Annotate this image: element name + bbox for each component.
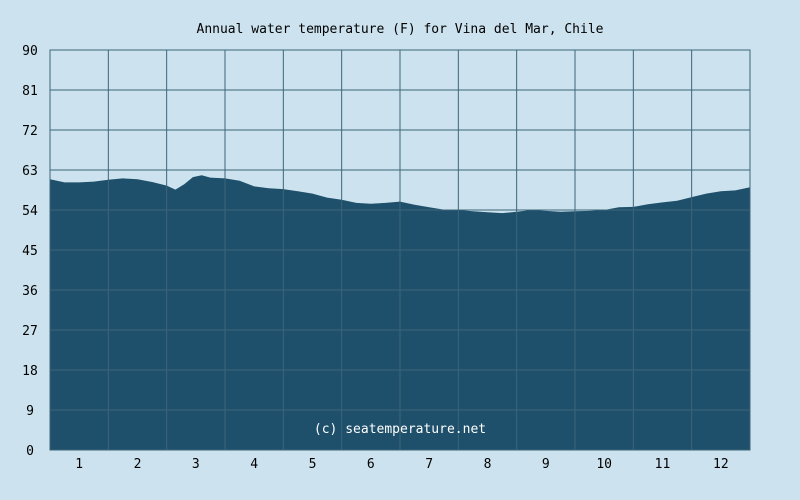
x-tick-label: 3 — [192, 457, 200, 472]
x-tick-label: 1 — [75, 457, 83, 472]
y-tick-label: 81 — [22, 84, 38, 99]
watermark: (c) seatemperature.net — [314, 422, 486, 437]
y-tick-label: 36 — [22, 284, 38, 299]
x-axis-ticks: 1 2 3 4 5 6 7 8 9 10 11 12 — [75, 457, 728, 472]
y-tick-label: 90 — [22, 44, 38, 59]
x-tick-label: 9 — [542, 457, 550, 472]
x-tick-label: 4 — [250, 457, 258, 472]
x-tick-label: 11 — [655, 457, 671, 472]
y-tick-label: 0 — [26, 444, 34, 459]
chart-title: Annual water temperature (F) for Vina de… — [197, 22, 604, 37]
x-tick-label: 12 — [713, 457, 729, 472]
y-tick-label: 54 — [22, 204, 38, 219]
y-tick-label: 72 — [22, 124, 38, 139]
x-tick-label: 2 — [134, 457, 142, 472]
x-tick-label: 7 — [425, 457, 433, 472]
x-tick-label: 10 — [596, 457, 612, 472]
y-tick-label: 18 — [22, 364, 38, 379]
y-tick-label: 9 — [26, 404, 34, 419]
x-tick-label: 5 — [309, 457, 317, 472]
y-axis-ticks: 0 9 18 27 36 45 54 63 72 81 90 — [22, 44, 38, 459]
x-tick-label: 8 — [484, 457, 492, 472]
y-tick-label: 45 — [22, 244, 38, 259]
y-tick-label: 63 — [22, 164, 38, 179]
y-tick-label: 27 — [22, 324, 38, 339]
plot-border — [49, 49, 751, 451]
x-tick-label: 6 — [367, 457, 375, 472]
